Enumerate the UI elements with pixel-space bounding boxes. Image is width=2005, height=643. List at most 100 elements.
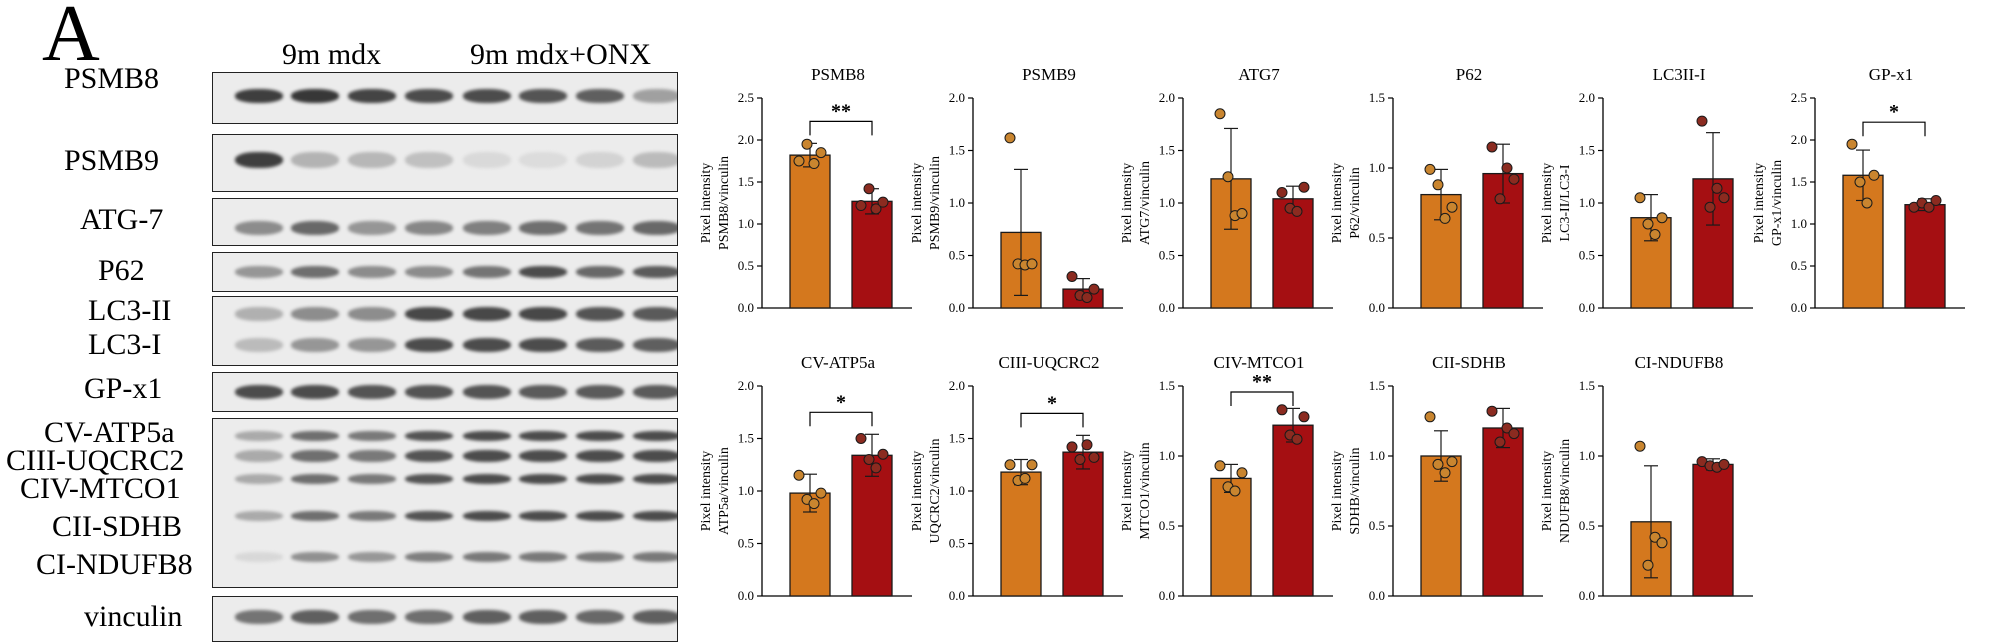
y-tick-label: 2.0 <box>949 378 965 393</box>
y-tick-label: 0.5 <box>1791 258 1807 273</box>
blot-band <box>235 307 283 321</box>
data-point <box>1214 460 1226 472</box>
bar <box>1000 471 1042 597</box>
blot-label-psmb9: PSMB9 <box>64 144 160 177</box>
y-tick-label: 0.0 <box>1579 588 1595 603</box>
blot-band <box>291 337 339 352</box>
blot-band <box>235 266 283 278</box>
chart-title: LC3II-I <box>1653 65 1706 84</box>
blot-band <box>463 266 511 278</box>
blot-band <box>463 385 511 399</box>
blot-label-vinculin: vinculin <box>84 600 183 633</box>
data-point <box>1424 163 1436 175</box>
y-axis-label: SDHB/vinculin <box>1348 447 1363 534</box>
blot-image-p62 <box>212 252 678 292</box>
blot-band <box>633 307 677 321</box>
y-axis-label: P62/vinculin <box>1348 167 1363 239</box>
blot-band <box>235 220 283 235</box>
blot-band <box>576 266 624 278</box>
y-tick-label: 0.0 <box>1369 300 1385 315</box>
blot-label-lc3-ii: LC3-II <box>88 294 172 327</box>
y-tick-label: 1.5 <box>1159 143 1175 158</box>
bar <box>1692 463 1734 597</box>
data-point <box>877 448 889 460</box>
data-point <box>1508 173 1520 185</box>
data-point <box>1494 193 1506 205</box>
significance-bracket <box>809 411 873 427</box>
blot-band <box>576 551 624 562</box>
blot-band <box>633 474 677 485</box>
data-point <box>1026 258 1038 270</box>
y-axis-label: Pixel intensity <box>1120 451 1135 532</box>
bar <box>789 154 831 309</box>
blot-band <box>348 551 396 562</box>
y-tick-label: 1.5 <box>1579 143 1595 158</box>
blot-band <box>576 337 624 352</box>
y-axis-label: UQCRC2/vinculin <box>928 438 943 543</box>
chart-title: CIV-MTCO1 <box>1214 353 1305 372</box>
data-point <box>1486 405 1498 417</box>
data-point <box>1656 212 1668 224</box>
blot-band <box>576 385 624 399</box>
chart-title: PSMB9 <box>1022 65 1076 84</box>
y-tick-label: 0.5 <box>1369 518 1385 533</box>
blot-band <box>291 551 339 562</box>
data-point <box>815 487 827 499</box>
blot-band <box>235 88 283 103</box>
blot-band <box>463 511 511 522</box>
data-point <box>1439 212 1451 224</box>
blot-band <box>576 449 624 462</box>
blot-image-atg7 <box>212 198 678 246</box>
blot-label-cii-sdhb: CII-SDHB <box>52 510 183 543</box>
blot-band <box>519 266 567 278</box>
significance-label: ** <box>1252 371 1272 393</box>
blot-band <box>291 511 339 522</box>
y-tick-label: 0.0 <box>1579 300 1595 315</box>
bar <box>1482 427 1524 597</box>
blot-band <box>291 385 339 399</box>
data-point <box>793 155 805 167</box>
data-point <box>1923 201 1935 213</box>
bar <box>1062 451 1104 597</box>
data-point <box>1004 132 1016 144</box>
blot-band <box>348 474 396 485</box>
data-point <box>1656 537 1668 549</box>
blot-band <box>463 220 511 235</box>
blot-band <box>463 430 511 441</box>
blot-band <box>235 511 283 522</box>
blot-band <box>235 551 283 562</box>
y-tick-label: 1.0 <box>1579 195 1595 210</box>
data-point <box>1446 201 1458 213</box>
blot-band <box>348 307 396 321</box>
data-point <box>808 498 820 510</box>
blot-label-p62: P62 <box>98 254 145 287</box>
blot-image-psmb9 <box>212 134 678 192</box>
blot-band <box>291 88 339 103</box>
y-tick-label: 1.5 <box>1369 90 1385 105</box>
blot-band <box>463 609 511 624</box>
blot-label-cv-atp5a: CV-ATP5a <box>44 416 175 449</box>
y-tick-label: 1.0 <box>949 483 965 498</box>
blot-band <box>633 337 677 352</box>
data-point <box>1930 194 1942 206</box>
chart-title: CV-ATP5a <box>801 353 875 372</box>
blot-band <box>576 307 624 321</box>
blot-band <box>235 385 283 399</box>
bar <box>1210 477 1252 597</box>
group-label-mdx: 9m mdx <box>282 38 382 71</box>
data-point <box>1088 451 1100 463</box>
y-tick-label: 1.5 <box>949 143 965 158</box>
data-point <box>1291 205 1303 217</box>
blot-band <box>576 609 624 624</box>
blot-band <box>463 88 511 103</box>
data-point <box>1704 201 1716 213</box>
data-point <box>1854 176 1866 188</box>
data-point <box>870 462 882 474</box>
blot-label-gpx1: GP-x1 <box>84 372 163 405</box>
blot-band <box>291 152 339 169</box>
y-tick-label: 0.5 <box>738 258 754 273</box>
data-point <box>1634 440 1646 452</box>
y-tick-label: 1.0 <box>1159 448 1175 463</box>
y-tick-label: 1.0 <box>1791 216 1807 231</box>
